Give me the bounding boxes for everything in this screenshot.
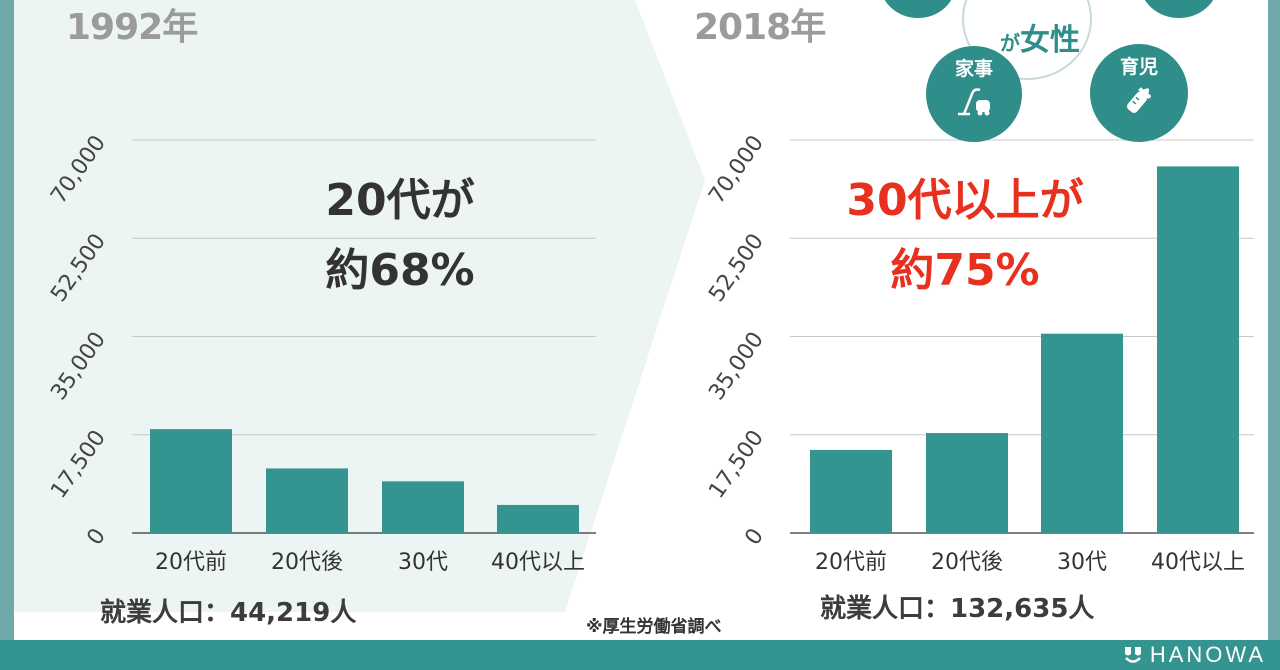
right-ytick-label: 35,000 [704, 328, 769, 405]
left-bar [150, 429, 232, 533]
left-category-label: 40代以上 [491, 550, 585, 575]
bottom-bar [0, 640, 1280, 670]
right-bar [1041, 333, 1123, 533]
left-category-label: 20代前 [155, 550, 227, 575]
right-ytick-label: 52,500 [704, 229, 769, 306]
left-callout-line1: 20代が [325, 175, 475, 226]
left-category-label: 20代後 [271, 550, 343, 575]
right-ytick-label: 0 [740, 524, 769, 550]
source-note: ※厚生労働省調べ [586, 617, 722, 637]
left-bar [382, 481, 464, 533]
right-bar [926, 433, 1008, 533]
right-year: 2018年 [694, 7, 826, 48]
right-bar [1157, 166, 1239, 533]
left-year: 1992年 [66, 7, 198, 48]
right-callout-line1: 30代以上が [846, 175, 1084, 226]
hanowa-logo-icon [1124, 647, 1141, 663]
right-category-label: 30代 [1057, 550, 1107, 575]
left-total: 就業人口：44,219人 [100, 598, 357, 628]
right-category-label: 20代後 [931, 550, 1003, 575]
right-ytick-label: 70,000 [704, 131, 769, 208]
childcare-label: 育児 [1119, 56, 1158, 78]
center-text: が女性 [1000, 24, 1080, 62]
bubble-housework: 家事 [926, 46, 1022, 142]
right-bar [810, 449, 892, 533]
right-callout: 30代以上が 約75% [800, 166, 1130, 306]
left-bar [266, 468, 348, 533]
center-prefix: が [1000, 31, 1020, 55]
left-category-label: 30代 [398, 550, 448, 575]
right-category-label: 40代以上 [1151, 550, 1245, 575]
baby-bottle-icon [1127, 87, 1152, 113]
left-callout-line2: 約68% [325, 245, 475, 296]
brand-logo: HANOWA [1122, 643, 1266, 667]
right-ytick-label: 17,500 [704, 426, 769, 503]
housework-label: 家事 [954, 58, 993, 80]
chart-2018: 0 17,500 35,000 52,500 70,000 20代前 20代後 30代 40代以… [704, 131, 1254, 575]
left-bar [497, 504, 579, 533]
brand-name: HANOWA [1149, 642, 1266, 667]
bubble-childcare: 育児 [1090, 44, 1188, 142]
right-callout-line2: 約75% [890, 245, 1040, 296]
right-category-label: 20代前 [815, 550, 887, 575]
vacuum-icon [958, 88, 990, 116]
right-total: 就業人口：132,635人 [820, 594, 1095, 624]
center-main: 女性 [1020, 23, 1080, 58]
left-callout: 20代が 約68% [260, 166, 540, 306]
